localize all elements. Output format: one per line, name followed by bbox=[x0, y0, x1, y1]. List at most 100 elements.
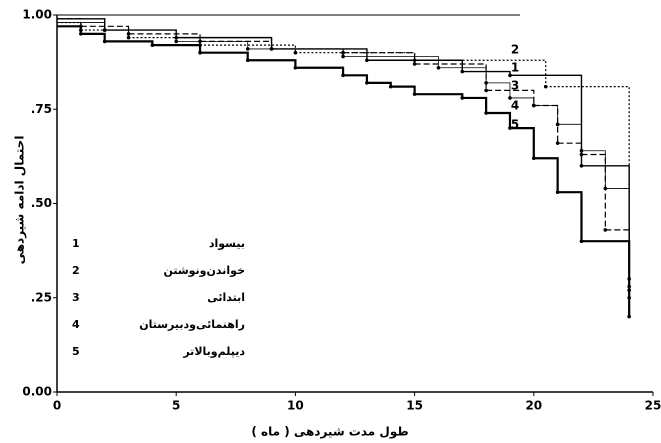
step-segment bbox=[605, 188, 630, 279]
curve-label: 3 bbox=[511, 79, 519, 93]
legend-label: بیسواد bbox=[209, 237, 245, 250]
legend-label: ابتدائی bbox=[207, 291, 245, 304]
censor-dot bbox=[555, 122, 560, 127]
curve-label: 1 bbox=[511, 61, 519, 75]
step-segment bbox=[605, 229, 630, 291]
censor-dot bbox=[269, 47, 274, 51]
x-tick-label: 15 bbox=[406, 399, 423, 413]
censor-dot bbox=[126, 32, 131, 36]
curve-label: 5 bbox=[511, 118, 519, 132]
y-tick-label: 1.00 bbox=[22, 8, 52, 22]
censor-dot bbox=[174, 39, 178, 44]
censor-dot bbox=[102, 39, 107, 44]
x-axis-label: طول مدت شیردهی ( ماه ) bbox=[251, 425, 408, 440]
step-segment bbox=[486, 89, 535, 106]
step-segment bbox=[247, 59, 297, 68]
x-tick-label: 0 bbox=[53, 399, 61, 413]
censor-dot bbox=[341, 54, 345, 59]
censor-dot bbox=[579, 164, 584, 168]
step-segment bbox=[414, 93, 464, 98]
legend-number: 4 bbox=[72, 318, 80, 331]
censor-dot bbox=[555, 141, 560, 145]
step-segment bbox=[533, 105, 559, 125]
step-segment bbox=[557, 123, 582, 151]
censor-dot bbox=[555, 190, 560, 194]
legend-label: راهنمائی‌ودبیرستان bbox=[139, 318, 245, 331]
x-tick-label: 5 bbox=[172, 399, 180, 413]
step-segment bbox=[509, 127, 535, 159]
step-segment bbox=[414, 59, 547, 87]
censor-dot bbox=[198, 39, 202, 44]
step-segment bbox=[176, 36, 273, 49]
step-segment bbox=[343, 74, 369, 83]
curve-label: 4 bbox=[511, 99, 519, 113]
censor-dot bbox=[79, 32, 83, 36]
censor-dot bbox=[508, 73, 512, 78]
y-tick-label: .25 bbox=[31, 290, 52, 304]
censor-dot bbox=[508, 96, 512, 100]
censor-dot bbox=[293, 50, 298, 55]
step-segment bbox=[343, 56, 439, 68]
step-segment bbox=[295, 66, 345, 76]
censor-dot bbox=[412, 58, 417, 63]
censor-dot bbox=[245, 58, 250, 63]
curve-label: 2 bbox=[511, 43, 519, 57]
censor-dot bbox=[484, 111, 488, 115]
legend-number: 1 bbox=[72, 237, 80, 250]
step-segment bbox=[581, 150, 606, 189]
censor-dot bbox=[627, 314, 631, 319]
y-tick-label: .50 bbox=[31, 196, 52, 210]
legend-number: 5 bbox=[72, 345, 80, 358]
censor-dot bbox=[388, 84, 393, 89]
x-tick-label: 25 bbox=[645, 399, 661, 413]
legend-number: 2 bbox=[72, 264, 80, 277]
step-segment bbox=[390, 85, 416, 95]
step-segment bbox=[533, 104, 559, 144]
censor-dot bbox=[579, 152, 584, 157]
x-tick-label: 10 bbox=[287, 399, 304, 413]
censor-dot bbox=[603, 228, 608, 232]
censor-dot bbox=[412, 62, 417, 66]
censor-dot bbox=[293, 65, 298, 70]
censor-dot bbox=[150, 43, 155, 47]
legend-label: خواندن‌ونوشتن bbox=[163, 264, 245, 277]
legend-number: 3 bbox=[72, 291, 80, 304]
censor-dot bbox=[341, 73, 345, 78]
step-segment bbox=[366, 81, 392, 87]
censor-dot bbox=[508, 126, 512, 130]
censor-dot bbox=[543, 84, 548, 89]
step-segment bbox=[486, 111, 512, 129]
step-segment bbox=[200, 51, 249, 61]
step-segment bbox=[557, 191, 583, 242]
step-segment bbox=[271, 48, 368, 61]
step-segment bbox=[200, 40, 273, 49]
censor-dot bbox=[436, 65, 441, 70]
censor-dot bbox=[579, 239, 584, 243]
censor-dot bbox=[484, 88, 488, 93]
step-segment bbox=[80, 25, 130, 34]
censor-dot bbox=[412, 92, 417, 96]
censor-dot bbox=[341, 50, 345, 55]
legend-label: دیپلم‌وبالاتر bbox=[182, 345, 245, 358]
censor-dot bbox=[365, 81, 369, 85]
step-segment bbox=[152, 44, 202, 53]
step-segment bbox=[200, 44, 296, 53]
censor-dot bbox=[460, 69, 465, 74]
x-tick-label: 20 bbox=[525, 399, 542, 413]
censor-dot bbox=[245, 47, 250, 51]
y-tick-label: .75 bbox=[31, 102, 52, 116]
step-segment bbox=[80, 32, 106, 42]
censor-dot bbox=[365, 58, 369, 63]
step-segment bbox=[414, 63, 487, 91]
step-segment bbox=[128, 33, 201, 42]
step-segment bbox=[533, 157, 559, 193]
y-axis-label: احتمال ادامه شیردهی bbox=[13, 136, 27, 265]
censor-dot bbox=[460, 96, 465, 100]
y-tick-label: 0.00 bbox=[22, 385, 52, 399]
step-segment bbox=[343, 52, 416, 65]
censor-dot bbox=[198, 50, 202, 55]
step-segment bbox=[104, 40, 154, 46]
censor-dot bbox=[126, 35, 131, 40]
step-segment bbox=[581, 240, 631, 317]
